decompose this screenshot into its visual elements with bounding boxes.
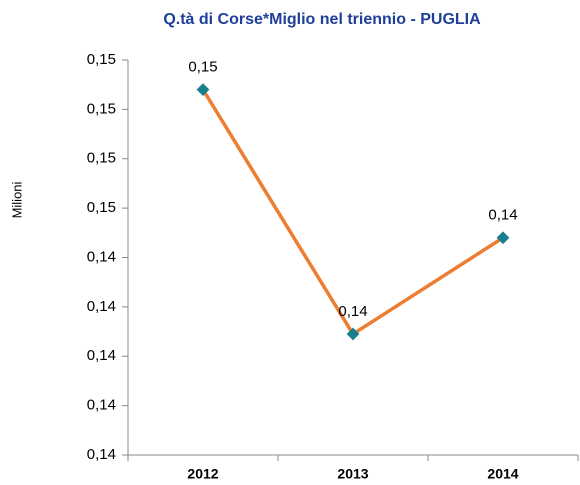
x-tick-label: 2013: [337, 466, 368, 482]
marker: [346, 327, 360, 341]
marker: [496, 231, 510, 245]
y-tick-label: 0,14: [87, 397, 116, 414]
y-tick-label: 0,14: [87, 347, 116, 364]
y-tick-label: 0,14: [87, 248, 116, 265]
y-tick-label: 0,14: [87, 446, 116, 463]
y-tick-label: 0,14: [87, 298, 116, 315]
y-tick-label: 0,15: [87, 100, 116, 117]
y-tick-label: 0,15: [87, 150, 116, 167]
y-tick-label: 0,15: [87, 199, 116, 216]
data-label: 0,14: [488, 207, 517, 224]
data-label: 0,14: [338, 303, 367, 320]
x-tick-label: 2014: [487, 466, 518, 482]
data-label: 0,15: [188, 59, 217, 76]
y-tick-label: 0,15: [87, 51, 116, 68]
line: [201, 88, 504, 337]
y-axis-label: Milioni: [9, 181, 24, 218]
marker: [196, 83, 210, 96]
x-tick-label: 2012: [187, 466, 218, 482]
chart-title: Q.tà di Corse*Miglio nel triennio - PUGL…: [163, 11, 481, 28]
